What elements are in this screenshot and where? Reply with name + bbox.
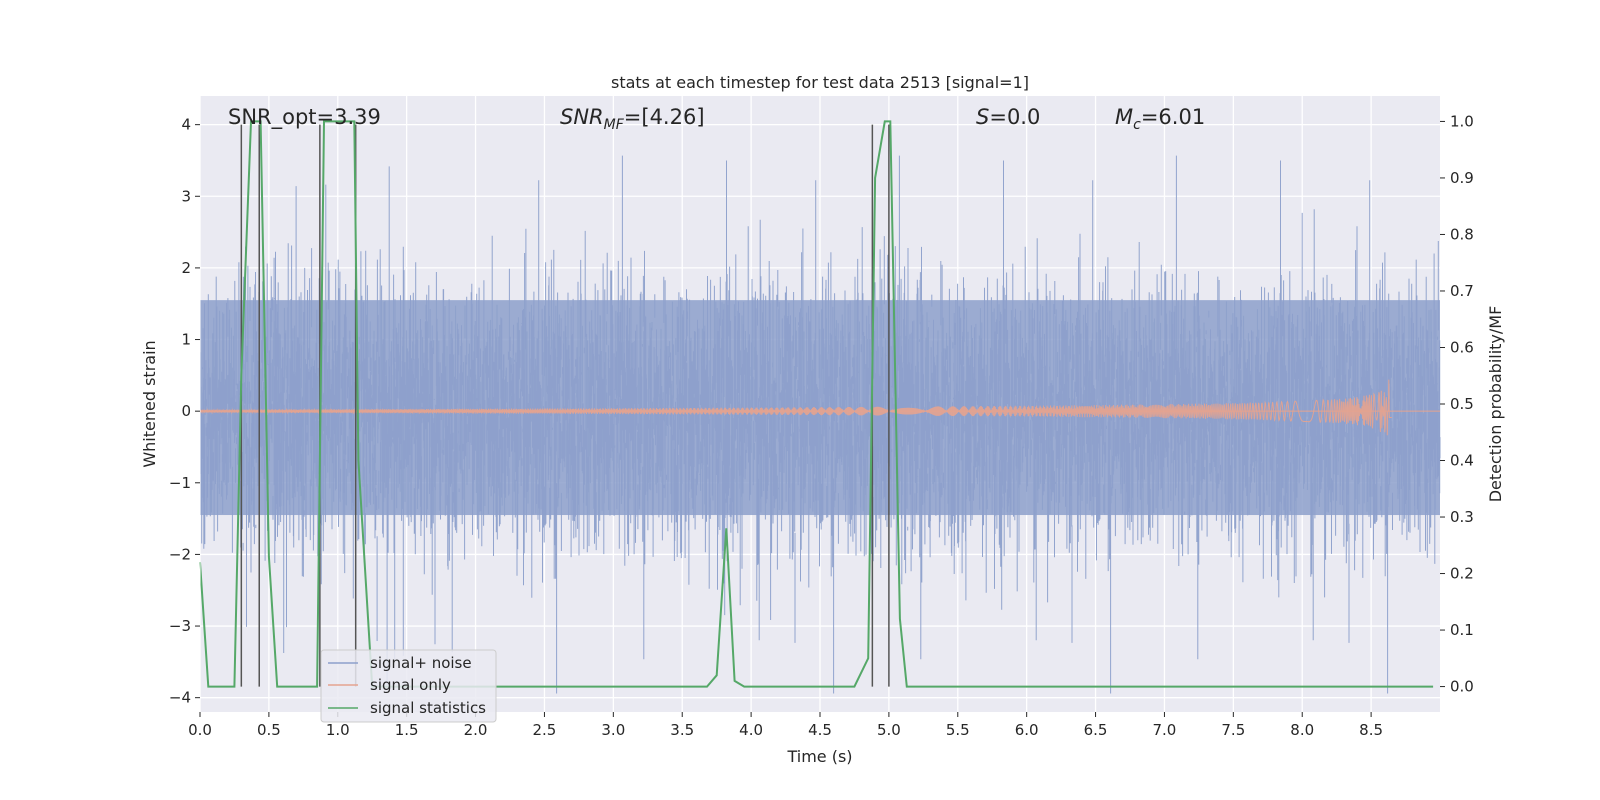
annotation-s: S=0.0: [976, 105, 1040, 129]
x-tick-label-9: 4.5: [808, 721, 832, 739]
annotation-snr-opt: SNR_opt=3.39: [228, 105, 381, 130]
y-tick-label-7: 3: [181, 187, 191, 205]
x-tick-label-2: 1.0: [326, 721, 350, 739]
y2-tick-label-7: 0.7: [1450, 282, 1474, 300]
y2-tick-label-5: 0.5: [1450, 395, 1474, 413]
y2-tick-label-0: 0.0: [1450, 678, 1474, 696]
x-tick-label-16: 8.0: [1290, 721, 1314, 739]
annotation-snr-mf-rest: =[4.26]: [624, 105, 705, 129]
legend-label-signal-statistics: signal statistics: [370, 699, 486, 717]
x-tick-label-7: 3.5: [670, 721, 694, 739]
y2-tick-label-9: 0.9: [1450, 169, 1474, 187]
x-tick-label-5: 2.5: [533, 721, 557, 739]
y-tick-label-0: −4: [169, 689, 191, 707]
y-tick-label-6: 2: [181, 259, 191, 277]
x-tick-label-8: 4.0: [739, 721, 763, 739]
axes: 0.0 0.5 1.0 1.5 2.0 2.5 3.0 3.5 4.0 4.5 5.0 5.5 6.0 6…: [169, 96, 1474, 739]
y2-axis-label: Detection probability/MF: [1486, 306, 1505, 503]
y2-tick-label-10: 1.0: [1450, 112, 1474, 130]
legend-label-signal-noise: signal+ noise: [370, 654, 472, 672]
series-signal-noise-core: [200, 300, 1440, 516]
x-tick-label-10: 5.0: [877, 721, 901, 739]
x-tick-label-3: 1.5: [395, 721, 419, 739]
y2-tick-label-8: 0.8: [1450, 225, 1474, 243]
y-tick-label-5: 1: [181, 331, 191, 349]
x-tick-label-15: 7.5: [1221, 721, 1245, 739]
chart-title: stats at each timestep for test data 251…: [611, 73, 1029, 92]
annotation-s-rest: =0.0: [989, 105, 1040, 129]
x-axis-label: Time (s): [786, 747, 852, 766]
x-tick-label-11: 5.5: [946, 721, 970, 739]
legend-box: [320, 649, 497, 723]
annotation-mc-sub: c: [1133, 117, 1141, 133]
y2-tick-label-1: 0.1: [1450, 621, 1474, 639]
y2-tick-label-3: 0.3: [1450, 508, 1474, 526]
y-tick-label-2: −2: [169, 545, 191, 563]
x-tick-label-13: 6.5: [1084, 721, 1108, 739]
y-tick-label-3: −1: [169, 474, 191, 492]
annotation-mc-var: M: [1115, 105, 1133, 129]
y2-tick-label-4: 0.4: [1450, 452, 1474, 470]
y2-tick-label-6: 0.6: [1450, 338, 1474, 356]
x-tick-label-6: 3.0: [601, 721, 625, 739]
y-axis-label: Whitened strain: [140, 340, 159, 467]
annotation-snr-mf-sub: MF: [604, 117, 625, 133]
annotation-snr-mf: SNRMF=[4.26]: [560, 105, 705, 133]
x-tick-label-12: 6.0: [1015, 721, 1039, 739]
legend-label-signal-only: signal only: [370, 676, 451, 694]
y-tick-label-8: 4: [181, 116, 191, 134]
x-tick-label-1: 0.5: [257, 721, 281, 739]
x-tick-label-17: 8.5: [1359, 721, 1383, 739]
annotation-mc: Mc=6.01: [1115, 105, 1205, 133]
plot-area: [199, 120, 1441, 694]
y-tick-label-4: 0: [181, 402, 191, 420]
annotation-snr-mf-main: SNR: [560, 105, 604, 129]
x-tick-label-14: 7.0: [1153, 721, 1177, 739]
legend: signal+ noise signal only signal statist…: [320, 649, 497, 723]
annotation-mc-rest: =6.01: [1141, 105, 1205, 129]
y-tick-label-1: −3: [169, 617, 191, 635]
y2-tick-label-2: 0.2: [1450, 565, 1474, 583]
x-tick-label-4: 2.0: [464, 721, 488, 739]
annotation-s-var: S: [976, 105, 989, 129]
x-tick-label-0: 0.0: [188, 721, 212, 739]
